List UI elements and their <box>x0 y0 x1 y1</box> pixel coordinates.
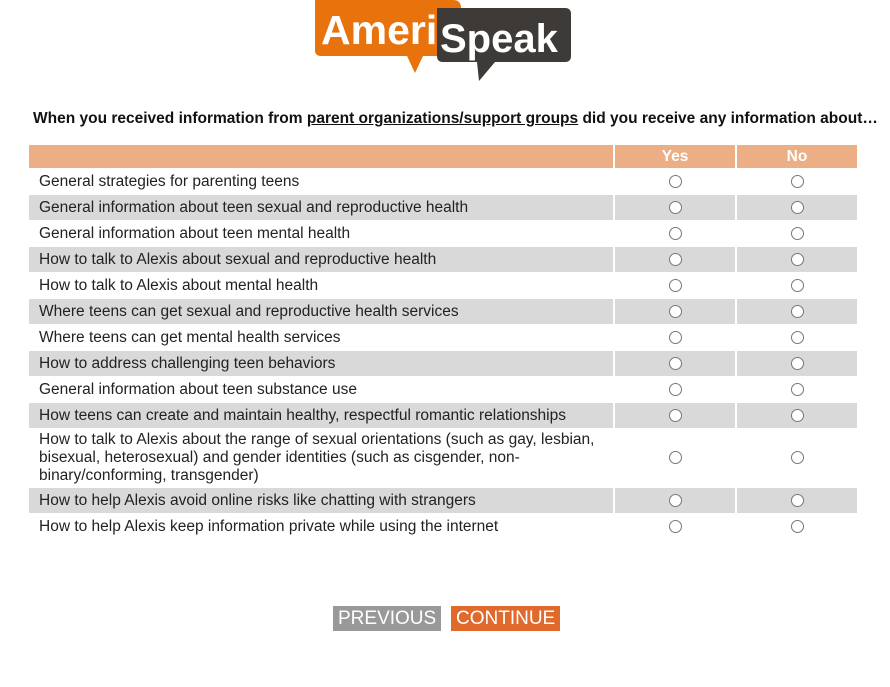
no-radio[interactable] <box>790 330 804 344</box>
no-radio[interactable] <box>790 356 804 370</box>
question-text: When you received information from paren… <box>33 110 878 128</box>
grid-row: General information about teen mental he… <box>29 220 857 247</box>
grid-header: Yes No <box>29 145 857 169</box>
header-yes: Yes <box>613 145 736 169</box>
continue-button[interactable]: CONTINUE <box>451 606 561 631</box>
amerispeak-logo: Ameri Speak <box>315 0 571 81</box>
yes-cell <box>613 402 736 429</box>
no-cell <box>735 324 857 351</box>
no-radio[interactable] <box>790 278 804 292</box>
grid-row: How teens can create and maintain health… <box>29 402 857 429</box>
grid-row: General strategies for parenting teens <box>29 168 857 195</box>
grid-row: How to help Alexis keep information priv… <box>29 513 857 539</box>
yes-cell <box>613 513 736 539</box>
question-emphasis: parent organizations/support groups <box>306 110 579 127</box>
grid-row: How to talk to Alexis about mental healt… <box>29 272 857 299</box>
row-label: How to talk to Alexis about sexual and r… <box>29 246 614 273</box>
no-radio[interactable] <box>790 408 804 422</box>
yes-radio[interactable] <box>668 356 682 370</box>
yes-radio[interactable] <box>668 278 682 292</box>
yes-radio[interactable] <box>668 330 682 344</box>
no-radio[interactable] <box>790 451 804 465</box>
yes-cell <box>613 487 736 514</box>
no-cell <box>735 376 857 403</box>
no-cell <box>735 350 857 377</box>
yes-radio[interactable] <box>668 493 682 507</box>
row-label: Where teens can get sexual and reproduct… <box>29 298 614 325</box>
yes-radio[interactable] <box>668 408 682 422</box>
yes-radio[interactable] <box>668 382 682 396</box>
no-cell <box>735 194 857 221</box>
no-radio[interactable] <box>790 174 804 188</box>
no-radio[interactable] <box>790 493 804 507</box>
yes-cell <box>613 350 736 377</box>
no-cell <box>735 246 857 273</box>
no-cell <box>735 487 857 514</box>
no-radio[interactable] <box>790 226 804 240</box>
no-radio[interactable] <box>790 382 804 396</box>
no-radio[interactable] <box>790 519 804 533</box>
row-label: Where teens can get mental health servic… <box>29 324 614 351</box>
row-label: How teens can create and maintain health… <box>29 402 614 429</box>
row-label: How to help Alexis keep information priv… <box>29 513 614 539</box>
logo-text-speak: Speak <box>440 17 559 61</box>
yes-radio[interactable] <box>668 226 682 240</box>
grid-row: Where teens can get sexual and reproduct… <box>29 298 857 325</box>
row-label: General information about teen substance… <box>29 376 614 403</box>
yes-cell <box>613 272 736 299</box>
no-radio[interactable] <box>790 200 804 214</box>
grid-row: Where teens can get mental health servic… <box>29 324 857 351</box>
yes-radio[interactable] <box>668 200 682 214</box>
grid-row: How to talk to Alexis about the range of… <box>29 428 857 488</box>
previous-button[interactable]: PREVIOUS <box>333 606 442 631</box>
yes-cell <box>613 194 736 221</box>
grid-row: How to talk to Alexis about sexual and r… <box>29 246 857 273</box>
grid-row: General information about teen substance… <box>29 376 857 403</box>
yes-radio[interactable] <box>668 519 682 533</box>
row-label: General information about teen mental he… <box>29 220 614 247</box>
yes-cell <box>613 168 736 195</box>
yes-radio[interactable] <box>668 252 682 266</box>
question-grid: Yes No General strategies for parenting … <box>29 145 857 539</box>
row-label: How to talk to Alexis about mental healt… <box>29 272 614 299</box>
no-cell <box>735 220 857 247</box>
yes-cell <box>613 376 736 403</box>
no-radio[interactable] <box>790 252 804 266</box>
row-label: How to help Alexis avoid online risks li… <box>29 487 614 514</box>
yes-radio[interactable] <box>668 174 682 188</box>
row-label: How to address challenging teen behavior… <box>29 350 614 377</box>
no-cell <box>735 428 857 488</box>
no-radio[interactable] <box>790 304 804 318</box>
header-blank <box>29 145 614 169</box>
no-cell <box>735 272 857 299</box>
yes-cell <box>613 428 736 488</box>
no-cell <box>735 168 857 195</box>
question-prefix: When you received information from <box>33 110 307 127</box>
yes-cell <box>613 324 736 351</box>
logo-text-ameri: Ameri <box>321 7 437 53</box>
yes-radio[interactable] <box>668 304 682 318</box>
header-no: No <box>735 145 857 169</box>
yes-radio[interactable] <box>668 451 682 465</box>
row-label: How to talk to Alexis about the range of… <box>29 428 614 488</box>
grid-row: General information about teen sexual an… <box>29 194 857 221</box>
row-label: General information about teen sexual an… <box>29 194 614 221</box>
grid-row: How to help Alexis avoid online risks li… <box>29 487 857 514</box>
yes-cell <box>613 220 736 247</box>
grid-row: How to address challenging teen behavior… <box>29 350 857 377</box>
question-suffix: did you receive any information about… <box>578 110 878 127</box>
yes-cell <box>613 298 736 325</box>
no-cell <box>735 513 857 539</box>
no-cell <box>735 298 857 325</box>
row-label: General strategies for parenting teens <box>29 168 614 195</box>
no-cell <box>735 402 857 429</box>
yes-cell <box>613 246 736 273</box>
